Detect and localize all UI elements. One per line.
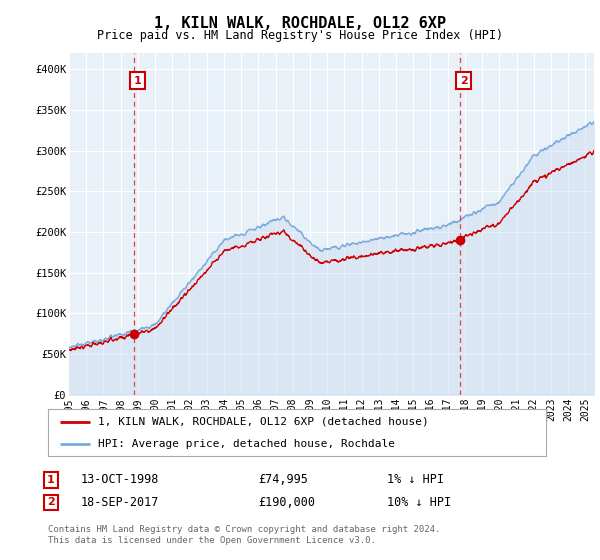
Text: 1, KILN WALK, ROCHDALE, OL12 6XP: 1, KILN WALK, ROCHDALE, OL12 6XP: [154, 16, 446, 31]
Text: £190,000: £190,000: [258, 496, 315, 509]
Text: 2: 2: [47, 497, 55, 507]
Text: Price paid vs. HM Land Registry's House Price Index (HPI): Price paid vs. HM Land Registry's House …: [97, 29, 503, 42]
Text: Contains HM Land Registry data © Crown copyright and database right 2024.
This d: Contains HM Land Registry data © Crown c…: [48, 525, 440, 545]
Text: 2: 2: [460, 76, 467, 86]
Text: £74,995: £74,995: [258, 473, 308, 487]
Text: 1, KILN WALK, ROCHDALE, OL12 6XP (detached house): 1, KILN WALK, ROCHDALE, OL12 6XP (detach…: [98, 417, 428, 427]
Text: 1: 1: [134, 76, 142, 86]
Text: 1: 1: [47, 475, 55, 485]
Text: HPI: Average price, detached house, Rochdale: HPI: Average price, detached house, Roch…: [98, 438, 395, 449]
Text: 13-OCT-1998: 13-OCT-1998: [81, 473, 160, 487]
Text: 10% ↓ HPI: 10% ↓ HPI: [387, 496, 451, 509]
Text: 1% ↓ HPI: 1% ↓ HPI: [387, 473, 444, 487]
Text: 18-SEP-2017: 18-SEP-2017: [81, 496, 160, 509]
